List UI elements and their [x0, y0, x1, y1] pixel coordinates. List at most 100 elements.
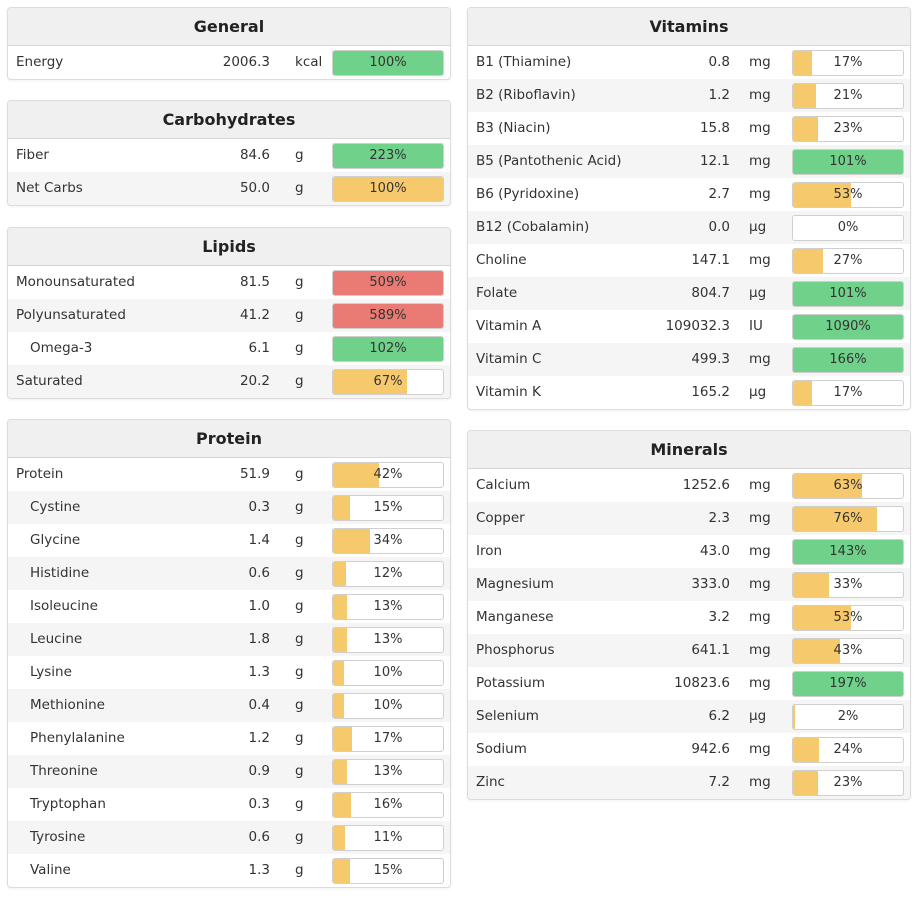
carbohydrates-title: Carbohydrates — [8, 101, 450, 139]
nutrient-amount: 0.6 — [248, 829, 270, 845]
percent-bar-fill — [333, 496, 350, 520]
percent-bar: 33% — [792, 572, 904, 598]
nutrient-name: Glycine — [30, 532, 81, 548]
nutrient-unit: IU — [749, 318, 763, 334]
percent-bar-fill — [333, 337, 443, 361]
percent-bar: 24% — [792, 737, 904, 763]
nutrient-name: Sodium — [476, 741, 527, 757]
nutrient-name: Phenylalanine — [30, 730, 125, 746]
percent-bar-fill — [333, 562, 347, 586]
percent-label: 17% — [373, 731, 403, 746]
nutrient-amount: 0.0 — [708, 219, 730, 235]
percent-bar-fill — [333, 463, 380, 487]
percent-bar: 589% — [332, 303, 444, 329]
nutrient-unit: g — [295, 499, 304, 515]
nutrient-name: Valine — [30, 862, 71, 878]
percent-label: 17% — [833, 55, 863, 70]
percent-bar-fill — [793, 51, 812, 75]
nutrient-unit: µg — [749, 708, 767, 724]
nutrient-row: Histidine 0.6 g 12% — [8, 557, 450, 590]
percent-bar: 223% — [332, 143, 444, 169]
nutrient-row: Choline 147.1 mg 27% — [468, 244, 910, 277]
nutrient-name: Vitamin A — [476, 318, 542, 334]
nutrient-row: Leucine 1.8 g 13% — [8, 623, 450, 656]
percent-bar-fill — [333, 628, 348, 652]
percent-bar: 16% — [332, 792, 444, 818]
nutrient-unit: mg — [749, 54, 771, 70]
nutrient-amount: 41.2 — [239, 307, 270, 323]
nutrient-amount: 1.0 — [248, 598, 270, 614]
nutrient-name: Lysine — [30, 664, 72, 680]
percent-bar-fill — [793, 738, 820, 762]
percent-bar-fill — [333, 859, 350, 883]
nutrient-unit: g — [295, 180, 304, 196]
nutrient-unit: µg — [749, 219, 767, 235]
nutrient-unit: mg — [749, 609, 771, 625]
percent-label: 101% — [829, 286, 867, 301]
nutrient-unit: g — [295, 697, 304, 713]
nutrient-row: Threonine 0.9 g 13% — [8, 755, 450, 788]
nutrient-name: Isoleucine — [30, 598, 98, 614]
percent-bar: 2% — [792, 704, 904, 730]
minerals-panel: Minerals Calcium 1252.6 mg 63% Copper 2.3 mg 76… — [467, 430, 911, 800]
percent-bar: 11% — [332, 825, 444, 851]
percent-bar: 10% — [332, 660, 444, 686]
nutrient-amount: 84.6 — [239, 147, 270, 163]
nutrient-unit: g — [295, 664, 304, 680]
percent-bar: 101% — [792, 281, 904, 307]
nutrient-row: Selenium 6.2 µg 2% — [468, 700, 910, 733]
nutrient-name: Phosphorus — [476, 642, 555, 658]
percent-bar: 42% — [332, 462, 444, 488]
percent-bar-fill — [793, 249, 823, 273]
nutrient-amount: 2006.3 — [222, 54, 270, 70]
nutrient-unit: µg — [749, 384, 767, 400]
percent-label: 16% — [373, 797, 403, 812]
nutrient-amount: 20.2 — [239, 373, 270, 389]
percent-label: 13% — [373, 632, 403, 647]
percent-bar-fill — [793, 672, 903, 696]
percent-label: 23% — [833, 775, 863, 790]
percent-bar: 10% — [332, 693, 444, 719]
lipids-panel: Lipids Monounsaturated 81.5 g 509% Polyunsat… — [7, 227, 451, 399]
percent-bar: 34% — [332, 528, 444, 554]
nutrient-row: Copper 2.3 mg 76% — [468, 502, 910, 535]
percent-bar-fill — [793, 606, 852, 630]
nutrient-row: Vitamin C 499.3 mg 166% — [468, 343, 910, 376]
nutrient-amount: 0.3 — [248, 796, 270, 812]
percent-bar: 17% — [792, 380, 904, 406]
percent-label: 21% — [833, 88, 863, 103]
nutrient-amount: 333.0 — [691, 576, 730, 592]
nutrient-unit: mg — [749, 543, 771, 559]
nutrient-unit: g — [295, 307, 304, 323]
percent-label: 509% — [369, 275, 407, 290]
percent-bar: 43% — [792, 638, 904, 664]
percent-bar-fill — [793, 84, 817, 108]
percent-bar-fill — [793, 639, 841, 663]
nutrient-amount: 1.2 — [248, 730, 270, 746]
nutrient-unit: g — [295, 631, 304, 647]
nutrient-name: Energy — [16, 54, 64, 70]
percent-bar: 13% — [332, 594, 444, 620]
percent-bar: 13% — [332, 627, 444, 653]
nutrient-amount: 10823.6 — [674, 675, 730, 691]
nutrient-row: Potassium 10823.6 mg 197% — [468, 667, 910, 700]
percent-bar-fill — [333, 304, 443, 328]
nutrient-unit: mg — [749, 510, 771, 526]
percent-bar-fill — [333, 793, 351, 817]
percent-label: 63% — [833, 478, 863, 493]
nutrient-unit: µg — [749, 285, 767, 301]
percent-label: 43% — [833, 643, 863, 658]
nutrient-amount: 147.1 — [691, 252, 730, 268]
nutrient-name: B12 (Cobalamin) — [476, 219, 590, 235]
nutrient-row: Zinc 7.2 mg 23% — [468, 766, 910, 799]
lipids-title: Lipids — [8, 228, 450, 266]
nutrient-name: Polyunsaturated — [16, 307, 126, 323]
nutrient-name: Magnesium — [476, 576, 554, 592]
nutrient-row: Lysine 1.3 g 10% — [8, 656, 450, 689]
nutrient-unit: g — [295, 565, 304, 581]
percent-label: 67% — [373, 374, 403, 389]
percent-bar: 15% — [332, 495, 444, 521]
nutrient-unit: mg — [749, 477, 771, 493]
percent-bar: 23% — [792, 770, 904, 796]
nutrient-amount: 0.4 — [248, 697, 270, 713]
